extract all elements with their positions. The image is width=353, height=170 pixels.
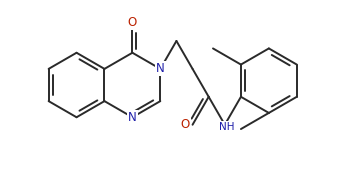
Text: N: N [156,62,165,75]
Text: NH: NH [219,122,234,132]
Text: O: O [181,118,190,131]
Text: N: N [128,111,137,124]
Text: O: O [128,16,137,29]
